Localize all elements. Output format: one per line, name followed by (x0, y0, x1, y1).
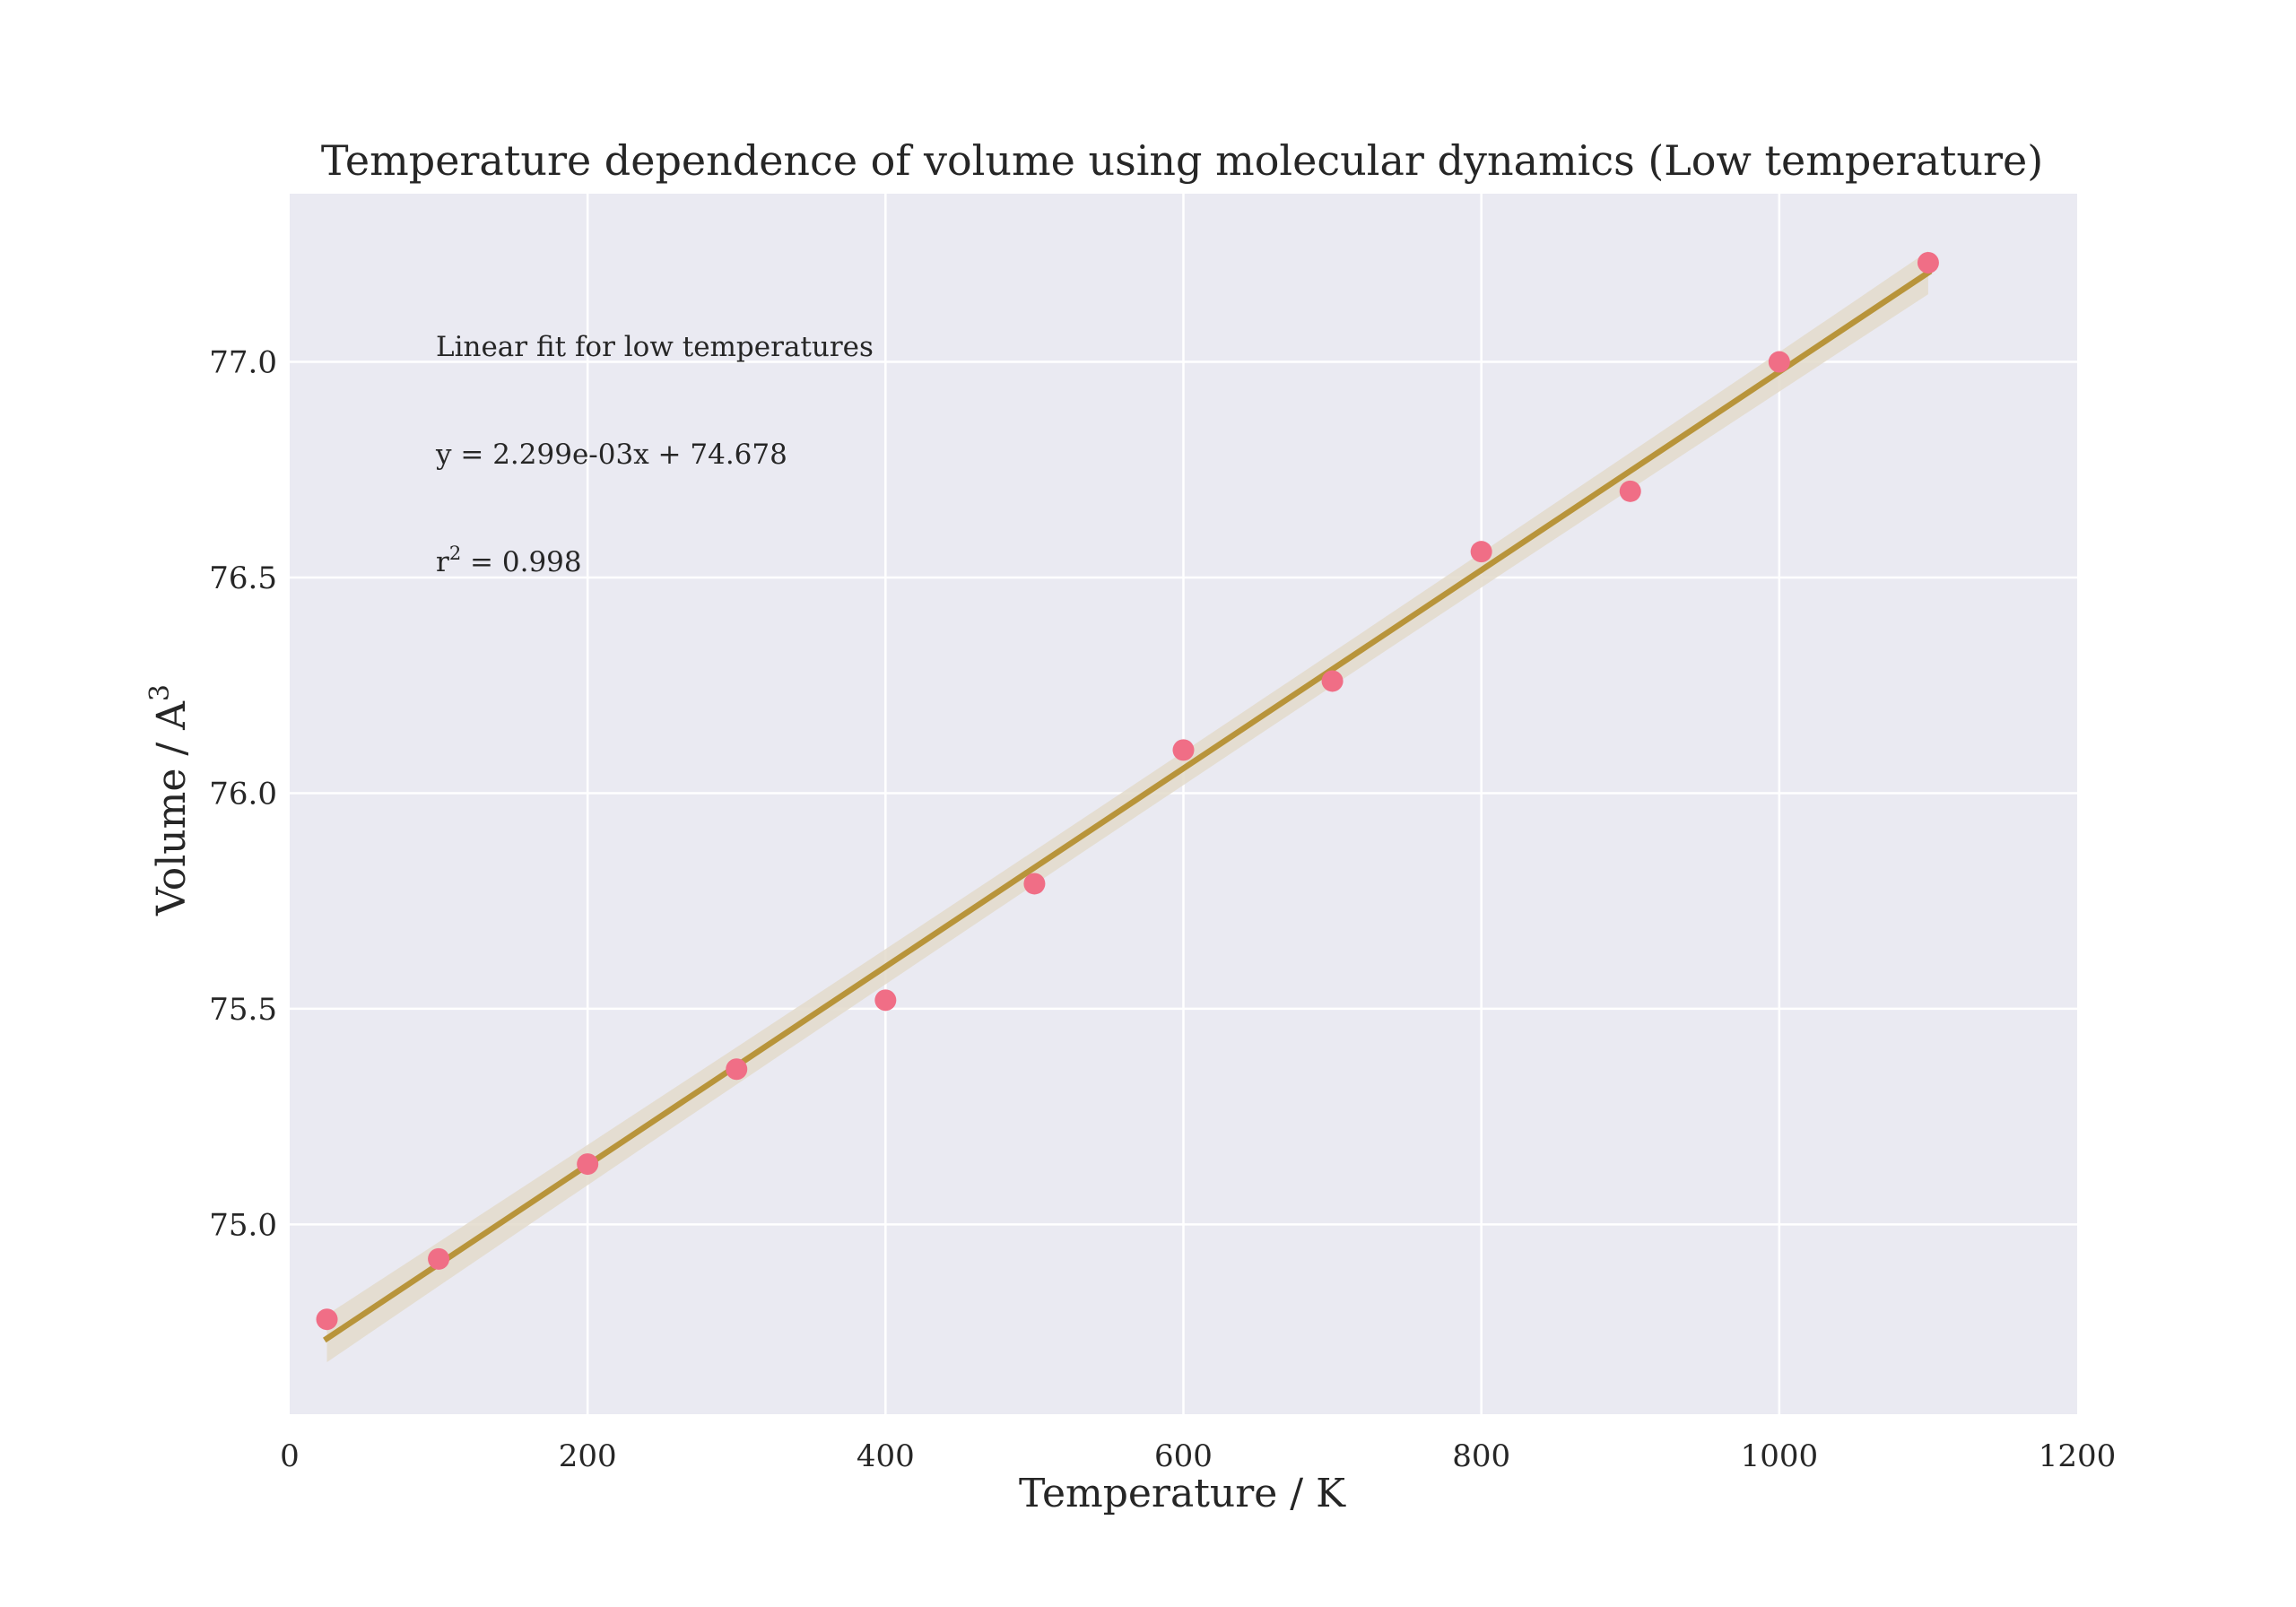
x-axis-label: Temperature / K (1019, 1471, 1346, 1516)
y-axis-label-superscript: 3 (144, 684, 176, 701)
fit-label: Linear fit for low temperatures (436, 331, 874, 363)
y-axis-label: Volume / A3 (144, 684, 195, 916)
x-tick-label: 400 (857, 1438, 915, 1474)
data-point (1917, 251, 1939, 274)
data-point (316, 1308, 338, 1331)
x-tick-label: 800 (1452, 1438, 1510, 1474)
chart-title: Temperature dependence of volume using m… (321, 136, 2043, 185)
r-squared-symbol: r (436, 546, 449, 578)
data-point (1172, 739, 1195, 761)
fit-equation: y = 2.299e-03x + 74.678 (435, 439, 787, 471)
y-tick-label: 76.5 (209, 560, 277, 596)
fit-r-squared: r2 = 0.998 (436, 543, 582, 578)
y-tick-label: 75.5 (209, 992, 277, 1028)
data-point (1470, 541, 1492, 563)
data-point (577, 1153, 599, 1176)
y-axis-label-main: Volume / A (149, 700, 195, 916)
x-tick-label: 1200 (2039, 1438, 2117, 1474)
data-point (428, 1247, 450, 1270)
y-tick-label: 76.0 (209, 776, 277, 812)
x-tick-label: 1000 (1741, 1438, 1819, 1474)
data-point (1023, 873, 1046, 895)
data-points (316, 251, 1939, 1331)
x-tick-label: 0 (280, 1438, 300, 1474)
r-squared-superscript: 2 (449, 543, 461, 564)
data-point (1768, 351, 1790, 373)
y-tick-label: 77.0 (209, 345, 277, 381)
y-tick-labels: 75.0 75.5 76.0 76.5 77.0 (209, 345, 277, 1244)
data-point (1321, 670, 1344, 692)
data-point (874, 989, 897, 1012)
x-tick-label: 600 (1154, 1438, 1213, 1474)
x-tick-labels: 0 200 400 600 800 1000 1200 (280, 1438, 2116, 1474)
y-tick-label: 75.0 (209, 1207, 277, 1243)
r-squared-value: = 0.998 (461, 546, 581, 578)
data-point (1619, 480, 1641, 502)
x-tick-label: 200 (559, 1438, 617, 1474)
y-axis-label-group: Volume / A3 (144, 684, 195, 916)
data-point (726, 1058, 748, 1081)
